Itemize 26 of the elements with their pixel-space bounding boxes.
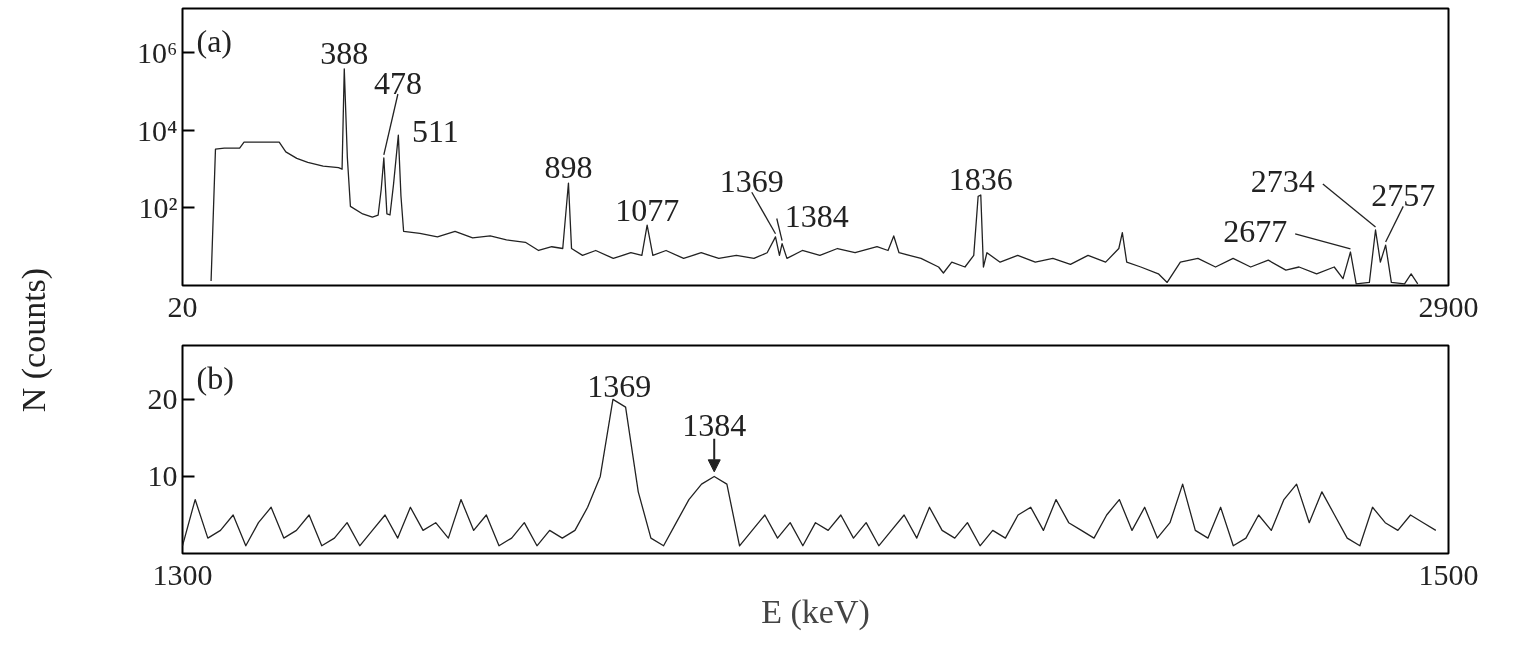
x-tick-label: 1500 — [1418, 557, 1479, 591]
y-tick-label: 20 — [147, 381, 178, 415]
x-axis-title: E (keV) — [761, 592, 870, 631]
y-tick-label: 10 — [147, 458, 178, 492]
annotation: 2734 — [1250, 163, 1315, 200]
line-series — [182, 398, 1437, 547]
annotation: 1384 — [784, 198, 849, 235]
y-tick-label: 10² — [138, 191, 178, 225]
annotation: 2677 — [1223, 213, 1288, 250]
y-axis-title: N (counts) — [15, 267, 53, 413]
x-tick-label: 1300 — [152, 557, 213, 591]
x-tick-label: 2900 — [1418, 289, 1479, 323]
annotation: 1077 — [615, 191, 680, 228]
annotation: 1836 — [948, 161, 1013, 198]
y-tick-label: 10⁴ — [137, 113, 178, 147]
annotation: 511 — [411, 112, 459, 149]
annotation: 388 — [320, 35, 369, 72]
annotation: 1369 — [587, 368, 652, 405]
annotation: 898 — [544, 149, 593, 186]
annotation: 1369 — [719, 163, 784, 200]
annotation: 2757 — [1371, 177, 1436, 214]
annotation: (b) — [196, 359, 234, 396]
annotation: 1384 — [682, 407, 747, 444]
annotation: (a) — [196, 22, 233, 59]
y-tick-label: 10⁶ — [137, 36, 178, 70]
annotation: 478 — [373, 65, 422, 102]
